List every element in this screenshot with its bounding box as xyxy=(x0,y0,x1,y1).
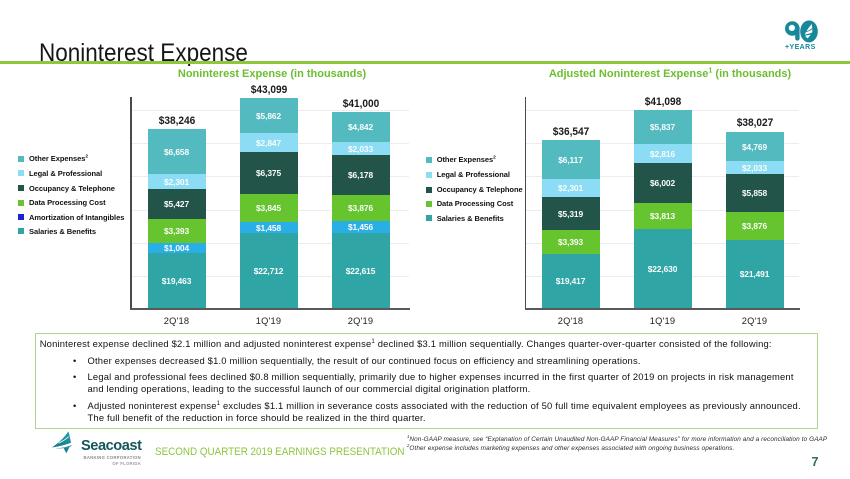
svg-text:BANKING CORPORATION: BANKING CORPORATION xyxy=(84,455,142,460)
svg-text:Seacoast: Seacoast xyxy=(81,438,142,454)
svg-text:OF FLORIDA: OF FLORIDA xyxy=(112,461,141,466)
svg-text:+YEARS: +YEARS xyxy=(785,44,816,50)
